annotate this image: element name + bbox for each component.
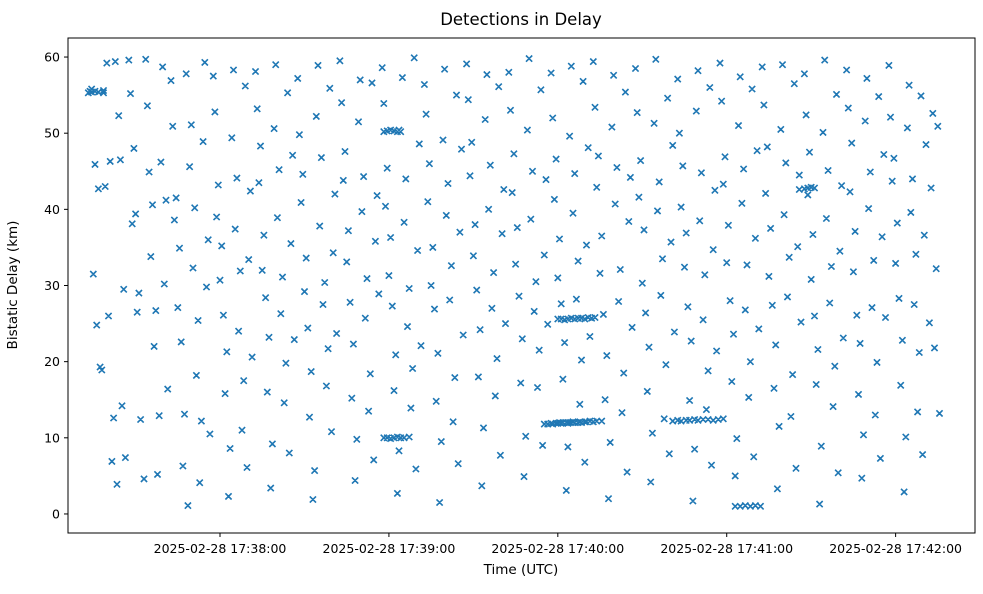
- x-tick-label: 2025-02-28 17:41:00: [660, 541, 793, 556]
- data-points: [84, 54, 944, 510]
- x-tick-label: 2025-02-28 17:39:00: [323, 541, 456, 556]
- x-tick-label: 2025-02-28 17:40:00: [491, 541, 624, 556]
- x-tick-label: 2025-02-28 17:38:00: [154, 541, 287, 556]
- y-tick-label: 60: [44, 50, 60, 65]
- y-tick-label: 10: [44, 430, 60, 445]
- x-tick-label: 2025-02-28 17:42:00: [829, 541, 962, 556]
- plot-area: 2025-02-28 17:38:00 2025-02-28 17:39:00 20…: [44, 37, 976, 556]
- y-tick-label: 0: [52, 506, 60, 521]
- y-axis-label: Bistatic Delay (km): [5, 221, 21, 350]
- x-axis-label: Time (UTC): [483, 562, 559, 578]
- y-tick-label: 40: [44, 202, 60, 217]
- y-tick-label: 30: [44, 278, 60, 293]
- chart-title: Detections in Delay: [440, 10, 602, 29]
- y-tick-label: 50: [44, 126, 60, 141]
- y-tick-label: 20: [44, 354, 60, 369]
